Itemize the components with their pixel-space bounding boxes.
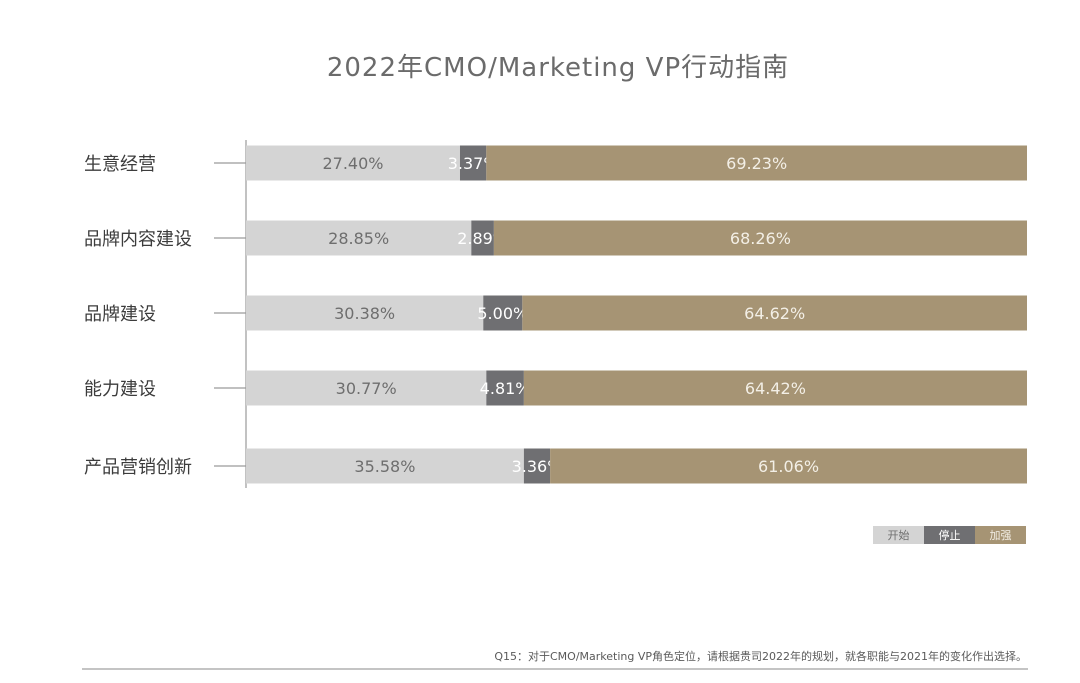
category-label: 能力建设 bbox=[84, 379, 156, 400]
bar-segment bbox=[486, 370, 524, 406]
legend-swatch bbox=[924, 526, 975, 544]
data-label: 35.58% bbox=[354, 457, 415, 476]
footnote: Q15：对于CMO/Marketing VP角色定位，请根据贵司2022年的规划… bbox=[494, 649, 1027, 663]
legend: 开始 停止 加强 bbox=[873, 526, 1026, 544]
bar-segment bbox=[493, 220, 1027, 256]
bar-segment bbox=[550, 448, 1027, 484]
legend-label: 开始 bbox=[888, 528, 910, 542]
category-label: 产品营销创新 bbox=[84, 457, 192, 478]
bar-segment bbox=[522, 295, 1027, 331]
bar-segment bbox=[459, 145, 487, 181]
bar-segment bbox=[246, 145, 460, 181]
bar-segment bbox=[246, 220, 472, 256]
data-label: 30.77% bbox=[336, 379, 397, 398]
data-label: 64.42% bbox=[745, 379, 806, 398]
bar-segment bbox=[246, 295, 484, 331]
legend-swatch bbox=[975, 526, 1026, 544]
bar-segment bbox=[523, 370, 1027, 406]
chart-title: 2022年CMO/Marketing VP行动指南 bbox=[327, 53, 789, 83]
bar-segment bbox=[246, 448, 524, 484]
bar-segment bbox=[483, 295, 523, 331]
category-label: 生意经营 bbox=[84, 154, 156, 175]
category-label: 品牌内容建设 bbox=[84, 229, 192, 250]
legend-label: 加强 bbox=[990, 529, 1012, 542]
data-label: 69.23% bbox=[726, 154, 787, 173]
bar-segment bbox=[246, 370, 487, 406]
data-label: 64.62% bbox=[744, 304, 805, 323]
bar-segment bbox=[486, 145, 1027, 181]
bar-segment bbox=[471, 220, 494, 256]
bar-segment bbox=[523, 448, 551, 484]
data-label: 28.85% bbox=[328, 229, 389, 248]
data-label: 30.38% bbox=[334, 304, 395, 323]
legend-label: 停止 bbox=[939, 528, 961, 542]
legend-swatch bbox=[873, 526, 924, 544]
data-label: 68.26% bbox=[730, 229, 791, 248]
data-label: 5.00% bbox=[477, 304, 528, 323]
category-label: 品牌建设 bbox=[84, 304, 156, 325]
bars-layer: 生意经营 27.40% 3.37% 69.23%品牌内容建设 28.85% 2.89% 68… bbox=[84, 145, 1027, 484]
data-label: 3.37% bbox=[448, 154, 499, 173]
data-label: 27.40% bbox=[322, 154, 383, 173]
data-label: 4.81% bbox=[480, 379, 531, 398]
data-label: 61.06% bbox=[758, 457, 819, 476]
data-label: 3.36% bbox=[512, 457, 563, 476]
